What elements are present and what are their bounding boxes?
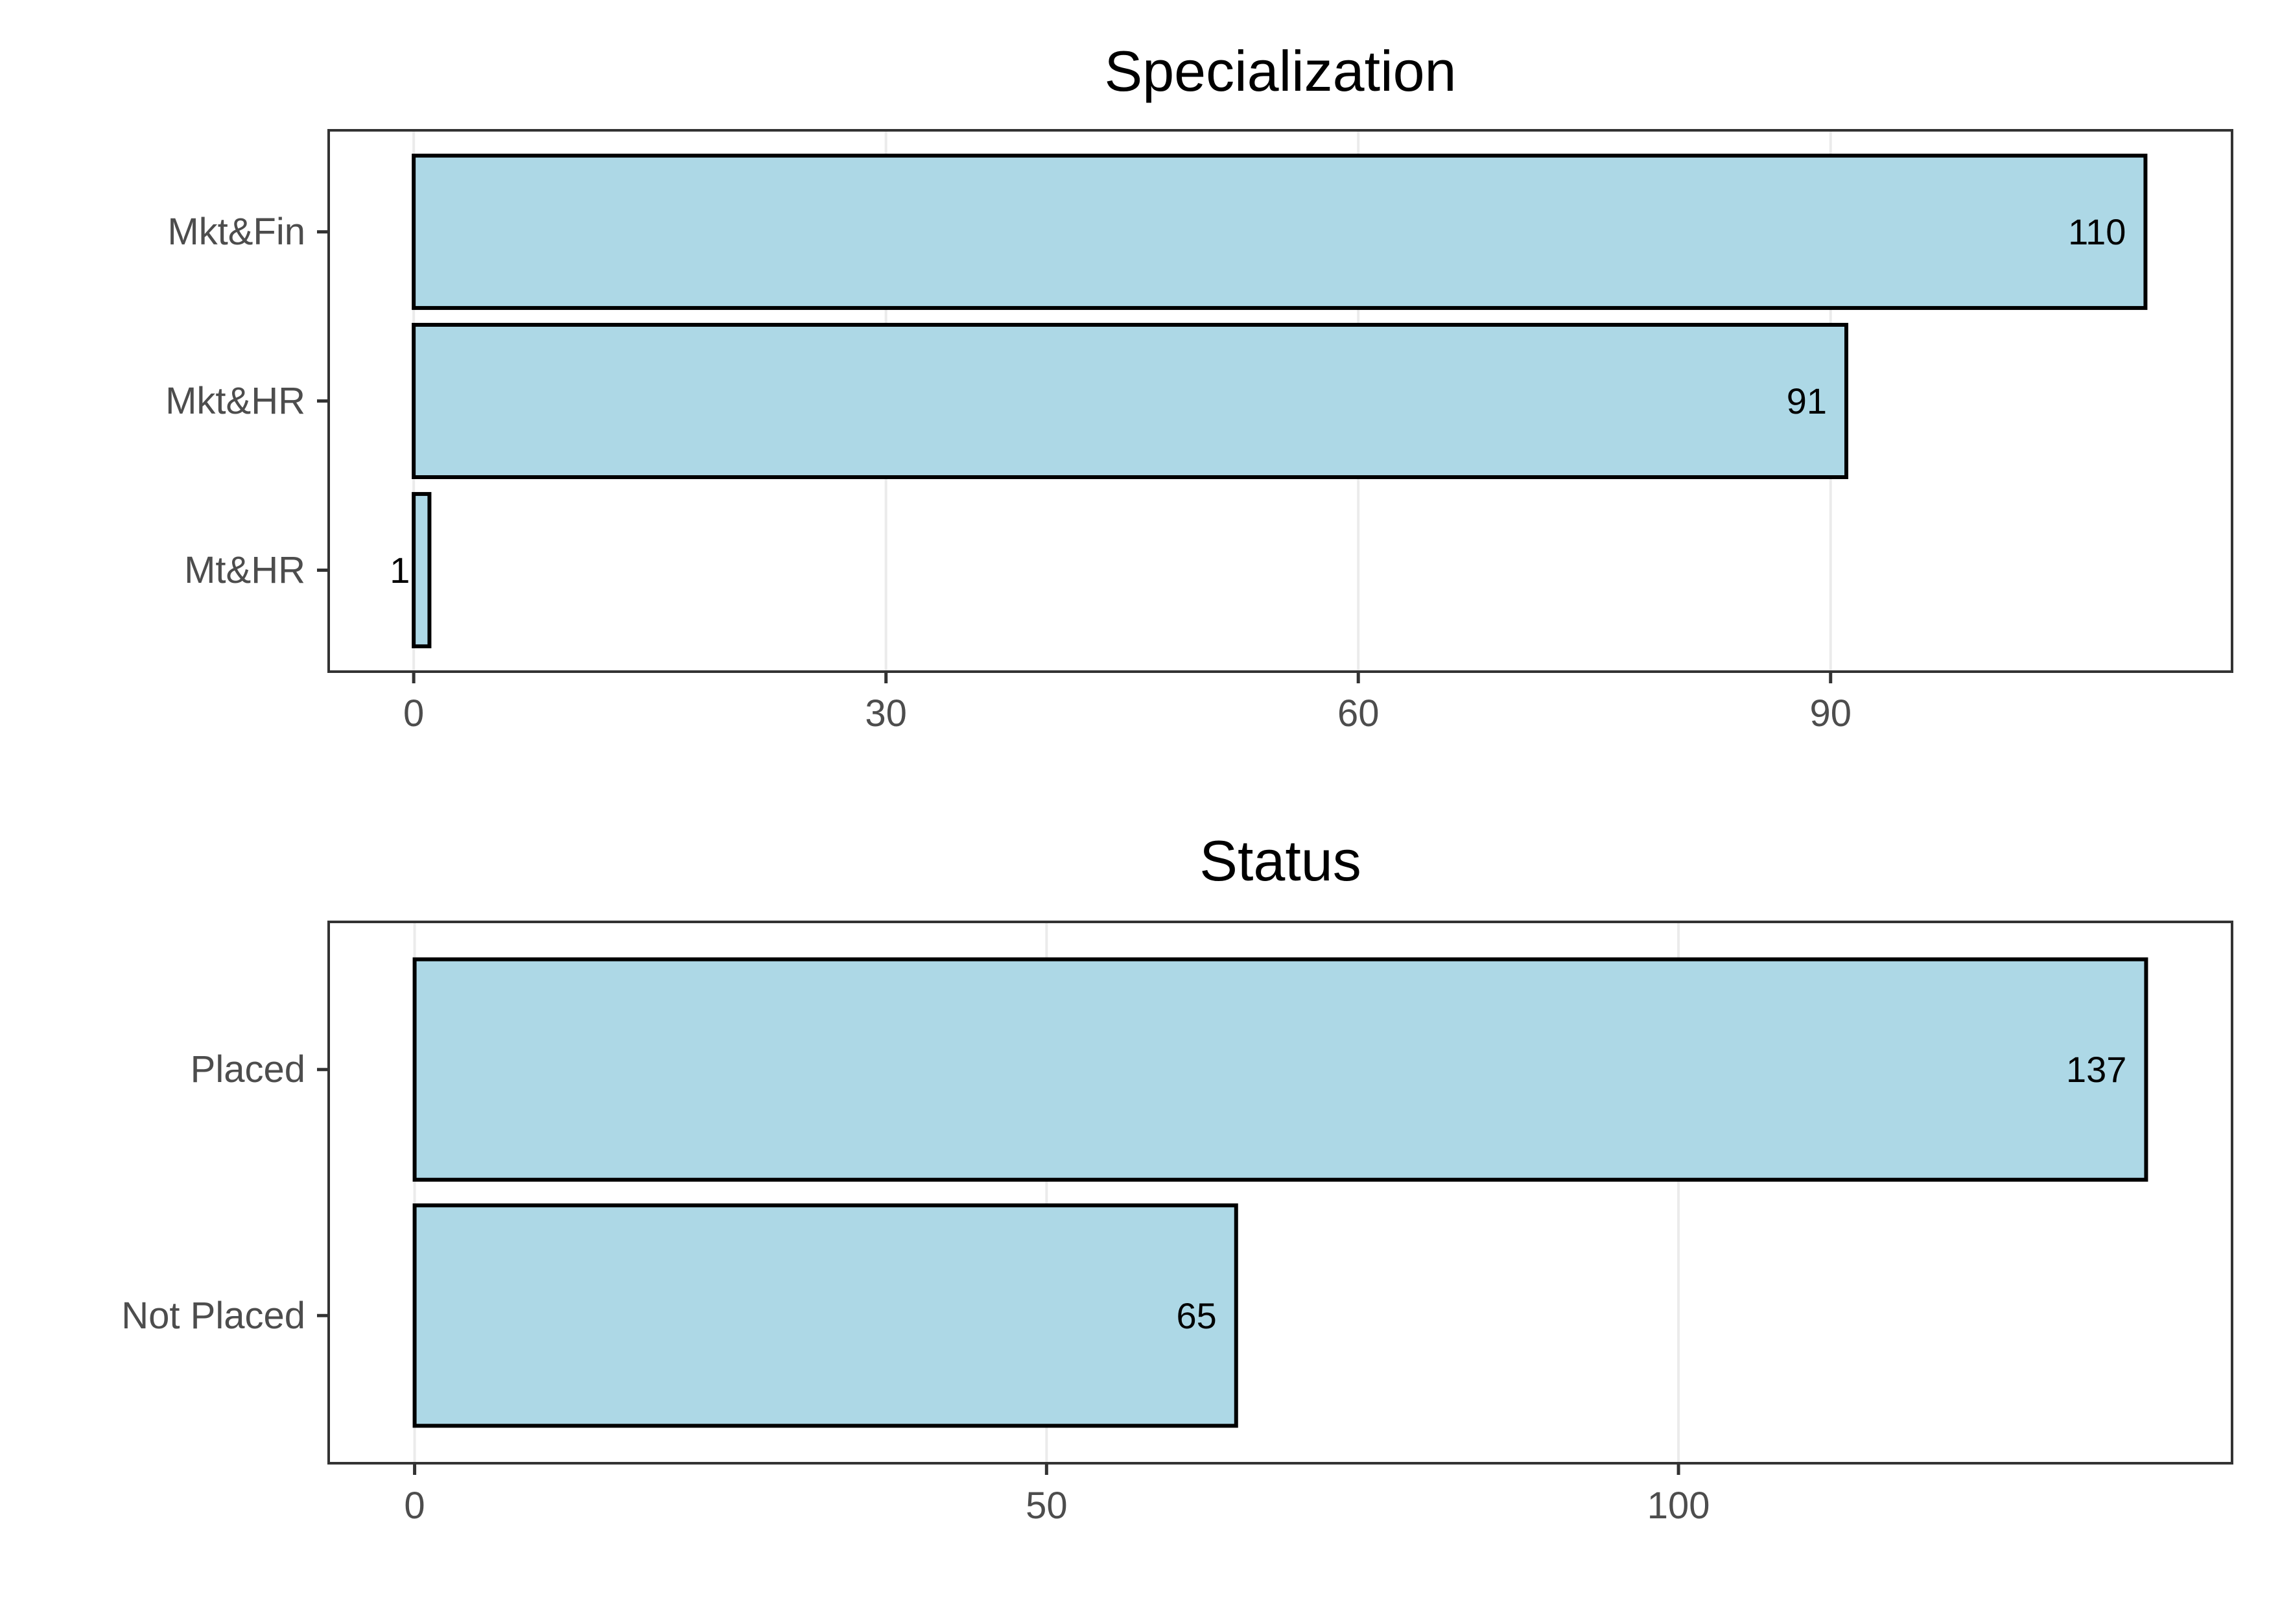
x-tick-label: 30	[865, 692, 907, 735]
chart-title: Status	[1199, 829, 1361, 893]
y-tick-label: Mkt&HR	[165, 380, 305, 422]
bar	[412, 323, 1849, 479]
x-tick-label: 90	[1809, 692, 1852, 735]
y-tick-label: Not Placed	[121, 1295, 305, 1337]
bar	[412, 154, 2148, 311]
data-label: 65	[1176, 1295, 1216, 1336]
panel-border	[327, 921, 2233, 1465]
data-label: 1	[390, 550, 410, 591]
bar	[412, 491, 432, 648]
chart-title: Specialization	[1105, 39, 1457, 103]
y-tick-label: Placed	[191, 1048, 305, 1090]
bar	[412, 1203, 1238, 1428]
x-tick-label: 0	[404, 1485, 425, 1527]
data-label: 91	[1787, 381, 1827, 421]
x-tick-label: 60	[1337, 692, 1380, 735]
bar	[412, 957, 2148, 1182]
data-label: 110	[2068, 211, 2126, 252]
y-tick-label: Mt&HR	[184, 549, 305, 591]
y-tick-label: Mkt&Fin	[167, 211, 305, 253]
data-label: 137	[2066, 1049, 2126, 1090]
x-tick-label: 0	[403, 692, 424, 735]
x-tick-label: 100	[1647, 1485, 1710, 1527]
x-tick-label: 50	[1026, 1485, 1068, 1527]
